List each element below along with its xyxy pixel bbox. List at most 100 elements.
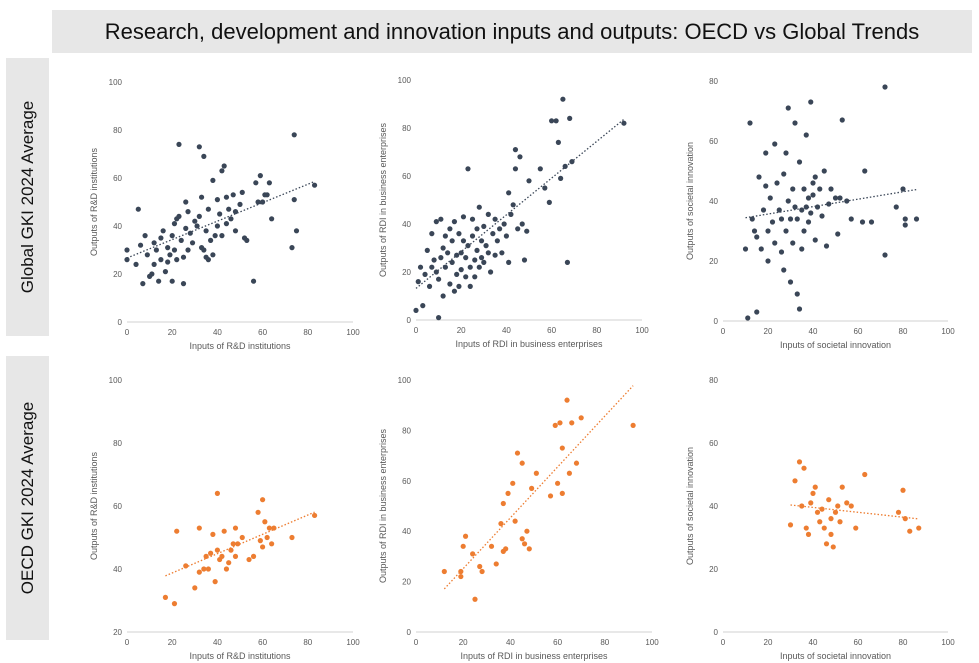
data-point — [814, 204, 821, 210]
data-point — [156, 278, 162, 284]
trendline — [745, 188, 917, 219]
data-point — [180, 254, 187, 260]
data-point — [237, 201, 243, 207]
data-point — [451, 219, 458, 225]
data-point — [519, 221, 525, 227]
data-point — [526, 178, 532, 184]
data-point — [763, 150, 769, 156]
data-point — [848, 216, 854, 222]
data-point — [223, 194, 230, 200]
data-point — [546, 199, 552, 205]
y-axis-label: Outputs of R&D institutions — [89, 451, 99, 560]
data-point — [801, 228, 807, 234]
data-point — [142, 233, 148, 239]
data-point — [232, 209, 239, 215]
data-point — [178, 237, 184, 243]
x-tick-label: 0 — [414, 326, 419, 335]
data-point — [429, 231, 435, 237]
data-point — [487, 269, 494, 275]
x-tick-label: 100 — [645, 638, 659, 647]
row-label-box-global: Global GKI 2024 Average — [6, 58, 49, 336]
data-point — [485, 250, 491, 256]
data-point — [226, 560, 232, 566]
x-tick-label: 60 — [854, 638, 863, 647]
data-point — [776, 207, 782, 213]
data-point — [767, 195, 773, 201]
data-point — [844, 198, 850, 204]
data-point — [796, 159, 803, 165]
data-point — [124, 257, 130, 263]
data-point — [808, 210, 814, 216]
x-axis-label: Inputs of R&D institutions — [189, 341, 291, 351]
data-point — [853, 525, 859, 531]
data-point — [293, 228, 300, 234]
x-tick-label: 20 — [764, 638, 773, 647]
data-point — [524, 528, 530, 534]
data-point — [476, 264, 482, 270]
data-point — [413, 307, 419, 313]
y-tick-label: 80 — [113, 439, 122, 448]
data-point — [781, 267, 787, 273]
data-point — [289, 534, 295, 541]
data-point — [253, 180, 259, 186]
x-axis-label: Inputs of RDI in business enterprises — [460, 651, 608, 661]
data-point — [137, 242, 144, 248]
data-point — [203, 553, 209, 560]
data-point — [260, 544, 266, 550]
data-point — [862, 471, 868, 478]
data-point — [569, 159, 575, 165]
data-point — [817, 186, 823, 192]
data-point — [458, 568, 464, 575]
data-point — [153, 247, 159, 253]
x-tick-label: 100 — [346, 638, 360, 647]
data-point — [882, 84, 888, 90]
data-point — [787, 279, 794, 285]
data-point — [183, 199, 189, 205]
data-point — [810, 192, 816, 198]
data-point — [488, 543, 495, 549]
x-tick-label: 0 — [721, 327, 726, 336]
x-tick-label: 0 — [414, 638, 419, 647]
data-point — [499, 250, 505, 256]
data-point — [424, 247, 430, 253]
data-point — [832, 509, 839, 515]
data-point — [808, 500, 814, 506]
x-tick-label: 80 — [303, 638, 312, 647]
y-tick-label: 80 — [113, 126, 122, 135]
data-point — [176, 141, 182, 147]
y-tick-label: 80 — [402, 426, 411, 435]
data-point — [260, 199, 266, 205]
data-point — [174, 257, 180, 263]
data-point — [902, 222, 908, 228]
data-point — [246, 556, 252, 563]
data-point — [440, 245, 446, 251]
data-point — [805, 195, 812, 201]
data-point — [463, 274, 469, 280]
data-point — [555, 480, 561, 486]
data-point — [494, 238, 500, 244]
data-point — [210, 531, 216, 537]
data-point — [819, 506, 825, 512]
data-point — [902, 516, 908, 522]
data-point — [171, 221, 178, 227]
data-point — [196, 525, 202, 531]
data-point — [189, 240, 196, 246]
data-point — [255, 199, 261, 205]
x-tick-label: 40 — [213, 638, 222, 647]
data-point — [476, 204, 482, 210]
data-point — [821, 525, 827, 531]
data-point — [171, 601, 178, 607]
data-point — [221, 528, 227, 534]
x-tick-label: 0 — [125, 638, 130, 647]
data-point — [158, 257, 164, 263]
scatter-panel-3: 0 20 40 60 80 100 0 20 40 60 80 Inputs of societal … — [685, 77, 955, 350]
data-point — [469, 216, 476, 222]
data-point — [862, 168, 868, 174]
data-point — [230, 192, 236, 198]
data-point — [201, 153, 207, 159]
data-point — [553, 118, 559, 124]
data-point — [474, 247, 480, 253]
data-point — [521, 257, 528, 263]
data-point — [893, 204, 899, 210]
data-point — [205, 566, 211, 572]
